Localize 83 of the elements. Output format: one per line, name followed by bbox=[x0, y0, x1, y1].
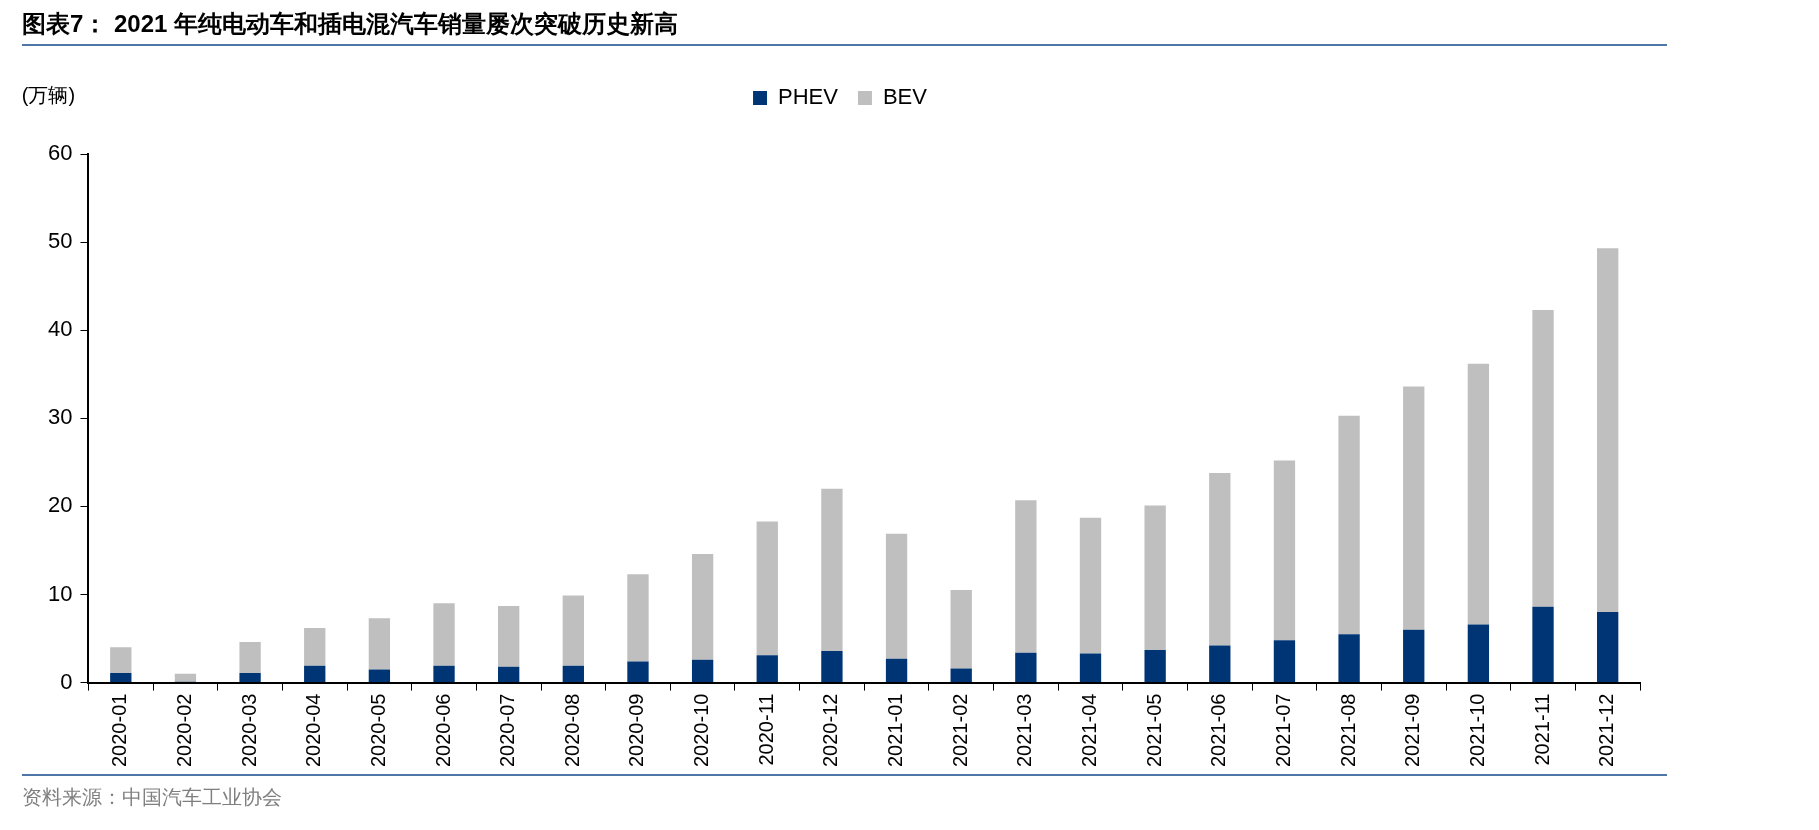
y-tick-label: 50 bbox=[47, 228, 73, 254]
bar bbox=[1209, 472, 1231, 646]
bar bbox=[1597, 612, 1619, 683]
bar bbox=[1403, 386, 1425, 630]
bar bbox=[1532, 309, 1554, 607]
x-tick-label: 2020-10 bbox=[690, 693, 713, 768]
y-axis-title: (万辆) bbox=[21, 83, 76, 106]
bar bbox=[562, 595, 584, 666]
bar bbox=[1144, 650, 1166, 683]
text: 资料来源：中国汽车工业协会 bbox=[22, 785, 282, 810]
bar bbox=[691, 659, 714, 683]
x-tick-label: 2020-04 bbox=[302, 693, 325, 768]
bar bbox=[627, 661, 649, 683]
bar bbox=[1273, 640, 1296, 683]
bar bbox=[1015, 652, 1037, 683]
bar bbox=[885, 658, 908, 683]
bar bbox=[756, 655, 778, 683]
bar bbox=[756, 521, 778, 656]
x-tick-label: 2020-11 bbox=[754, 693, 777, 766]
bar bbox=[1015, 500, 1037, 653]
x-tick-label: 2020-07 bbox=[496, 693, 519, 768]
bar bbox=[239, 672, 261, 683]
bar bbox=[1144, 505, 1166, 650]
bar bbox=[562, 665, 584, 683]
y-tick-label: 10 bbox=[47, 580, 73, 606]
x-tick-label: 2021-12 bbox=[1595, 693, 1618, 768]
bar bbox=[433, 665, 455, 683]
chart-title: 图表7： 2021 年纯电动车和插电混汽车销量屡次突破历史新高 bbox=[22, 9, 679, 39]
bar bbox=[1338, 415, 1360, 635]
x-tick-label: 2020-08 bbox=[560, 693, 583, 768]
bar bbox=[1209, 645, 1231, 683]
x-tick-label: 2021-09 bbox=[1401, 693, 1424, 768]
bar bbox=[368, 618, 391, 670]
x-tick-label: 2021-05 bbox=[1142, 693, 1165, 768]
bar bbox=[950, 668, 972, 683]
y-tick-label: 60 bbox=[47, 140, 73, 166]
x-tick-label: 2021-03 bbox=[1013, 693, 1036, 768]
bar bbox=[1273, 460, 1296, 641]
x-tick-label: 2020-09 bbox=[625, 693, 648, 768]
x-tick-label: 2021-01 bbox=[884, 693, 907, 768]
legend-label: PHEV bbox=[778, 84, 839, 110]
x-tick-label: 2020-02 bbox=[172, 693, 195, 768]
x-tick-label: 2021-06 bbox=[1207, 693, 1230, 768]
bar bbox=[1467, 624, 1490, 683]
bar bbox=[304, 665, 326, 683]
bar bbox=[498, 605, 520, 667]
y-tick-label: 40 bbox=[47, 316, 73, 342]
x-tick-label: 2020-03 bbox=[237, 693, 260, 768]
y-tick-label: 30 bbox=[47, 404, 73, 430]
bar bbox=[1079, 517, 1102, 654]
y-tick-label: 0 bbox=[60, 668, 73, 694]
legend-label: BEV bbox=[882, 84, 928, 110]
x-tick-label: 2021-08 bbox=[1336, 693, 1359, 768]
x-tick-label: 2021-02 bbox=[948, 693, 971, 768]
bar bbox=[1079, 653, 1102, 683]
bar bbox=[304, 627, 326, 666]
x-tick-label: 2021-10 bbox=[1465, 693, 1488, 768]
bar bbox=[110, 647, 132, 673]
bar bbox=[627, 574, 649, 662]
bar bbox=[885, 533, 908, 659]
x-tick-label: 2021-11 bbox=[1530, 693, 1553, 766]
bar bbox=[1403, 629, 1425, 683]
x-tick-label: 2020-05 bbox=[366, 693, 389, 768]
bar bbox=[1338, 634, 1360, 683]
x-tick-label: 2020-06 bbox=[431, 693, 454, 768]
bar bbox=[174, 673, 197, 682]
bar bbox=[498, 666, 520, 683]
x-tick-label: 2020-01 bbox=[108, 693, 131, 768]
bar bbox=[821, 488, 843, 651]
y-tick-label: 20 bbox=[47, 492, 73, 518]
bar bbox=[1597, 248, 1619, 613]
bar bbox=[433, 603, 455, 666]
bar bbox=[821, 650, 843, 683]
bar bbox=[691, 553, 714, 660]
bar bbox=[110, 672, 132, 683]
x-tick-label: 2020-12 bbox=[819, 693, 842, 768]
x-tick-label: 2021-07 bbox=[1271, 693, 1294, 768]
bar bbox=[368, 669, 391, 683]
bar bbox=[1467, 363, 1490, 625]
x-tick-label: 2021-04 bbox=[1078, 693, 1101, 768]
bar bbox=[1532, 606, 1554, 683]
bar bbox=[950, 590, 972, 669]
bar bbox=[239, 642, 261, 673]
